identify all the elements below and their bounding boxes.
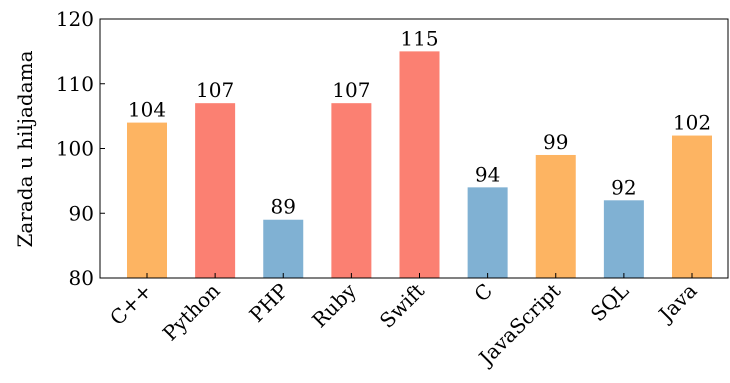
y-axis-title: Zarada u hiljadama [13,50,37,247]
bar-sql [603,200,644,278]
y-tick-label-120: 120 [56,7,94,31]
x-tick-label-ruby: Ruby [307,278,361,332]
x-tick-label-java: Java [653,279,702,328]
data-label-swift: 115 [400,26,438,50]
bar-javascript [535,154,576,278]
bar-cplusplus [127,122,167,278]
x-tick-label-swift: Swift [375,279,429,333]
plot-frame [99,18,729,279]
bar-python [195,103,236,278]
x-tick-label-php: PHP [244,279,292,327]
y-axis-ticks: 80 90 100 110 120 [56,7,105,290]
data-label-cplusplus: 104 [128,98,166,122]
bar-ruby [331,103,372,278]
data-label-java: 102 [673,111,711,135]
data-label-c: 94 [475,162,500,186]
data-label-php: 89 [271,195,296,219]
x-tick-label-cplusplus: C++ [105,279,156,330]
data-label-sql: 92 [611,175,636,199]
data-label-python: 107 [196,78,234,102]
bar-c [467,187,508,278]
y-tick-label-90: 90 [69,201,94,225]
y-tick-label-100: 100 [56,137,94,161]
data-label-ruby: 107 [332,78,370,102]
x-tick-label-sql: SQL [586,279,634,327]
y-tick-label-80: 80 [69,266,94,290]
x-tick-label-c: C [469,279,497,307]
bars-group [127,51,712,278]
y-tick-label-110: 110 [56,72,94,96]
bar-php [263,219,304,278]
bar-java [672,135,712,278]
data-labels-group: 104 107 89 107 115 94 99 92 102 [128,26,711,218]
x-tick-label-python: Python [158,278,225,345]
data-label-javascript: 99 [543,130,568,154]
bar-swift [399,51,440,278]
